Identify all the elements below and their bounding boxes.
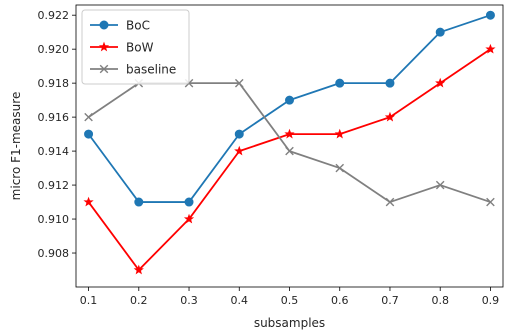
legend-label: baseline	[126, 63, 176, 77]
legend-entry-baseline: baseline	[90, 63, 176, 77]
x-axis-label: subsamples	[254, 316, 325, 330]
data-point-baseline	[234, 78, 244, 88]
data-point-baseline	[84, 112, 93, 122]
x-tick-label: 0.5	[281, 294, 299, 307]
data-point-bow	[133, 264, 144, 275]
data-point-baseline	[486, 197, 495, 207]
x-tick-label: 0.6	[331, 294, 349, 307]
x-tick-label: 0.2	[130, 294, 148, 307]
x-tick-label: 0.8	[431, 294, 449, 307]
data-point-bow	[183, 213, 195, 224]
data-point-boc	[385, 78, 395, 88]
legend-marker	[99, 20, 109, 30]
data-point-bow	[485, 43, 496, 54]
y-tick-label: 0.908	[38, 247, 70, 260]
legend-entry-bow: BoW	[90, 41, 154, 55]
y-axis-label: micro F1-measure	[9, 92, 23, 201]
data-point-boc	[435, 27, 445, 37]
data-point-bow	[234, 145, 245, 156]
data-point-boc	[335, 78, 345, 88]
data-point-bow	[83, 196, 94, 207]
data-point-baseline	[385, 197, 395, 207]
data-point-boc	[485, 10, 495, 20]
y-tick-label: 0.912	[38, 179, 70, 192]
legend: BoC BoW baseline	[81, 9, 190, 85]
legend-marker	[98, 41, 110, 52]
x-tick-label: 0.3	[180, 294, 198, 307]
x-tick-label: 0.9	[482, 294, 500, 307]
data-point-boc	[184, 197, 194, 207]
series-boc	[84, 10, 495, 207]
y-tick-label: 0.910	[38, 213, 70, 226]
x-tick-label: 0.7	[381, 294, 399, 307]
data-point-bow	[334, 128, 345, 139]
legend-box	[81, 9, 190, 85]
data-point-bow	[284, 128, 295, 139]
y-tick-label: 0.918	[38, 77, 70, 90]
y-tick-label: 0.914	[38, 145, 70, 158]
data-point-boc	[134, 197, 144, 207]
data-point-boc	[285, 95, 294, 105]
legend-marker	[99, 64, 109, 74]
data-point-boc	[234, 129, 244, 139]
y-axis: 0.908 0.910 0.912 0.914 0.916 0.918 0.920 0.922	[38, 9, 76, 260]
series-bow	[83, 43, 496, 275]
data-point-boc	[84, 129, 94, 139]
data-point-baseline	[435, 180, 445, 190]
data-point-bow	[384, 111, 396, 122]
legend-label: BoC	[126, 19, 150, 33]
legend-entry-boc: BoC	[90, 19, 150, 33]
data-point-baseline	[285, 146, 294, 156]
x-tick-label: 0.1	[80, 294, 98, 307]
data-point-baseline	[335, 163, 345, 173]
x-axis: 0.1 0.2 0.3 0.4 0.5 0.6 0.7 0.8 0.9	[80, 287, 499, 307]
y-tick-label: 0.920	[38, 43, 70, 56]
y-tick-label: 0.916	[38, 111, 70, 124]
legend-label: BoW	[126, 41, 154, 55]
data-point-bow	[435, 77, 446, 88]
y-tick-label: 0.922	[38, 9, 70, 22]
x-tick-label: 0.4	[231, 294, 249, 307]
